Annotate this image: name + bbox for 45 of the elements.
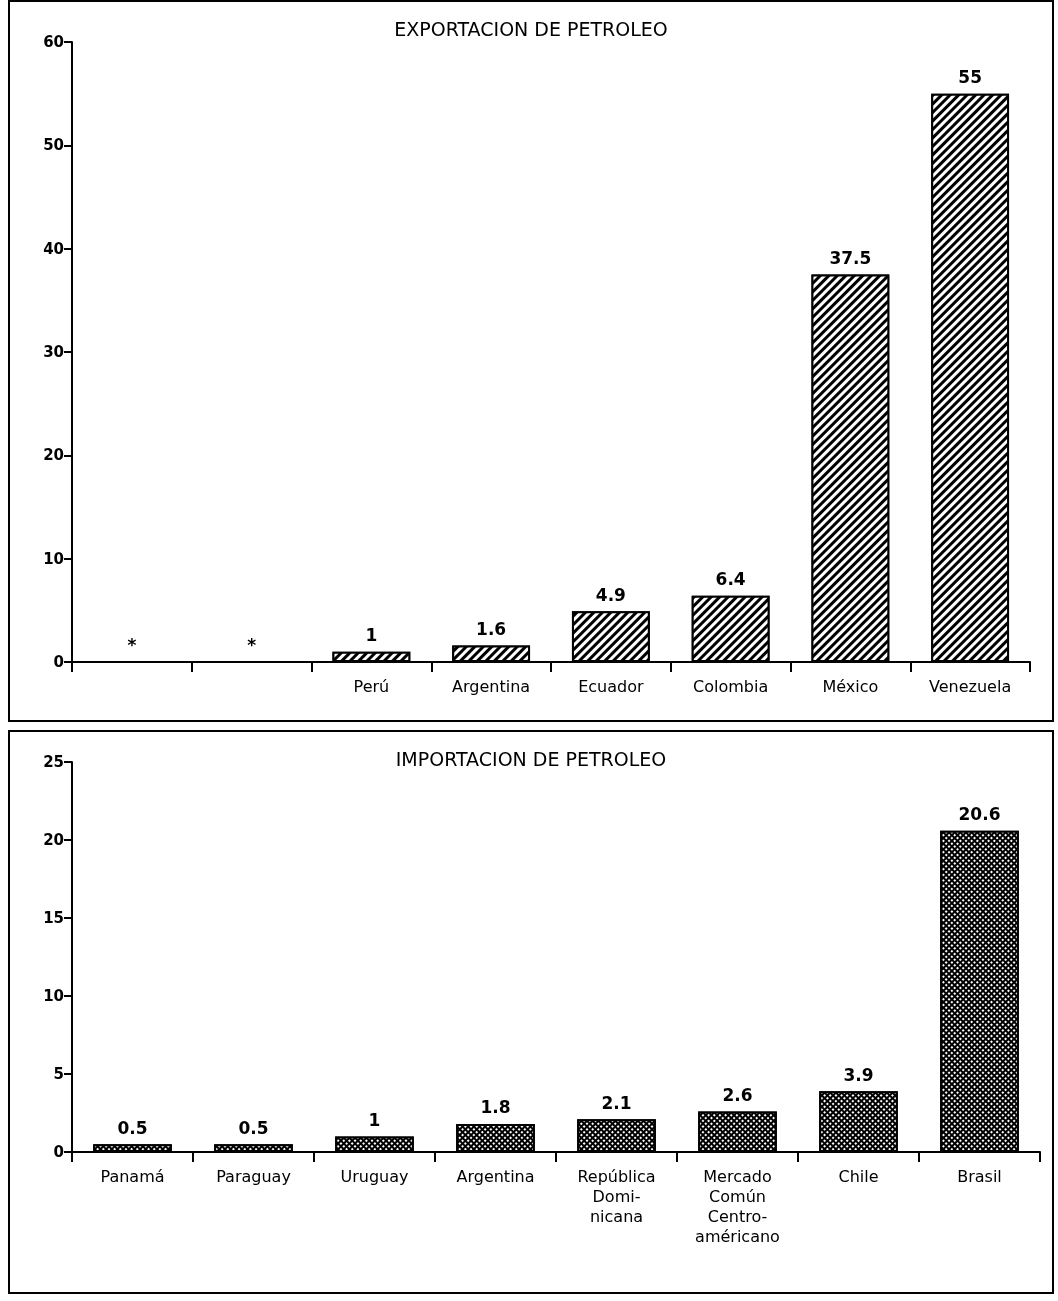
y-tick-label: 0 <box>53 1143 64 1161</box>
y-tick-label: 40 <box>43 239 64 258</box>
data-label: 0.5 <box>238 1117 269 1138</box>
x-tick-label: Ecuador <box>578 676 644 696</box>
y-tick-label: 60 <box>43 33 64 51</box>
y-tick-label: 15 <box>43 909 64 927</box>
data-label: 0.5 <box>117 1117 148 1138</box>
x-tick-label: Paraguay <box>216 1166 291 1186</box>
x-tick-label: Panamá <box>100 1166 165 1186</box>
data-label: 2.6 <box>722 1084 753 1105</box>
x-tick-label: Colombia <box>693 676 769 696</box>
data-label: 1.8 <box>480 1097 511 1118</box>
y-tick-label: 10 <box>43 987 64 1005</box>
x-tick-label: Argentina <box>456 1166 535 1186</box>
data-label: * <box>127 634 137 655</box>
data-label: 1 <box>365 625 378 646</box>
data-label: 1.6 <box>476 618 507 639</box>
y-tick-label: 25 <box>43 753 64 771</box>
data-label: 37.5 <box>829 248 872 268</box>
x-tick-label: Mercado Común Centro- américano <box>695 1166 780 1246</box>
data-label: 1 <box>368 1109 381 1130</box>
y-tick-label: 10 <box>43 549 64 568</box>
y-tick-label: 5 <box>53 1065 64 1083</box>
x-tick-label: Perú <box>353 676 390 696</box>
data-label: 20.6 <box>958 804 1001 825</box>
data-label: * <box>247 634 257 655</box>
y-tick-label: 30 <box>43 343 64 361</box>
x-tick-label: Venezuela <box>929 676 1012 696</box>
x-tick-label: República Domi- nicana <box>577 1166 656 1226</box>
x-tick-label: México <box>822 676 879 696</box>
data-label: 2.1 <box>601 1092 632 1113</box>
y-tick-label: 50 <box>43 136 64 155</box>
y-tick-label: 20 <box>43 831 64 849</box>
x-tick-label: Brasil <box>957 1166 1002 1186</box>
x-tick-label: Argentina <box>452 676 531 696</box>
data-label: 6.4 <box>715 569 746 590</box>
chart-title: EXPORTACION DE PETROLEO <box>394 17 668 40</box>
x-tick-label: Chile <box>838 1166 879 1186</box>
data-label: 4.9 <box>595 584 626 605</box>
y-tick-label: 0 <box>53 653 64 671</box>
chart-title: IMPORTACION DE PETROLEO <box>395 747 667 770</box>
data-label: 3.9 <box>843 1064 874 1085</box>
y-tick-label: 20 <box>43 446 64 465</box>
data-label: 55 <box>958 67 982 88</box>
x-tick-label: Uruguay <box>340 1166 409 1186</box>
